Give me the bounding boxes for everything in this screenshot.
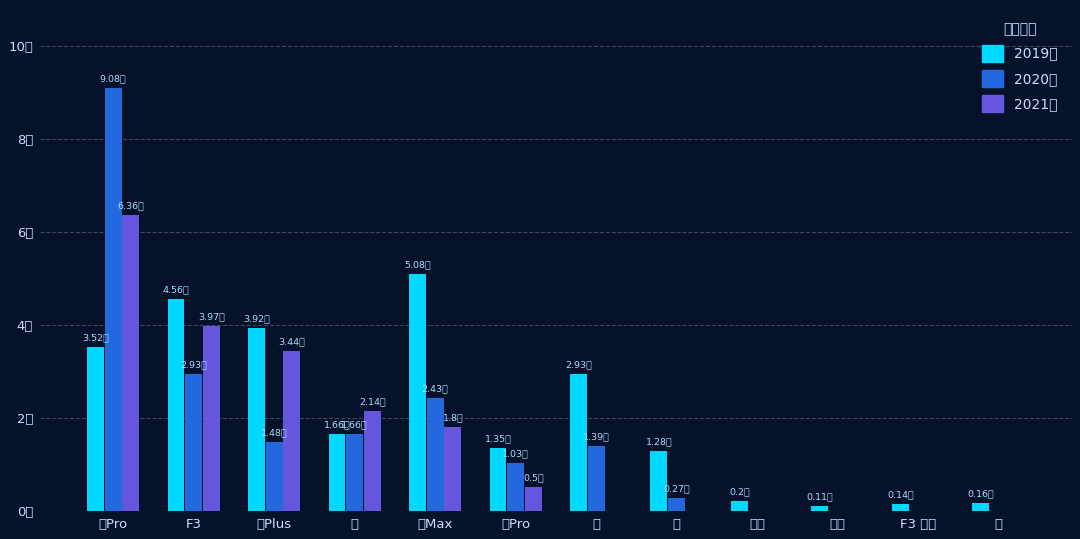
Text: 3.97万: 3.97万 (198, 313, 225, 321)
Bar (266, 442, 283, 511)
Bar (525, 487, 542, 511)
Text: 0.11万: 0.11万 (807, 492, 834, 501)
Bar (570, 375, 586, 511)
Text: 1.66万: 1.66万 (324, 420, 350, 429)
Text: 2.14万: 2.14万 (359, 398, 386, 406)
Text: 1.28万: 1.28万 (646, 438, 673, 446)
Text: 2.93万: 2.93万 (565, 361, 592, 370)
Text: 3.52万: 3.52万 (82, 333, 109, 342)
Bar (427, 398, 444, 511)
Text: 4.56万: 4.56万 (163, 285, 189, 294)
Bar (347, 433, 363, 511)
Text: 0.2万: 0.2万 (729, 488, 750, 497)
Bar (445, 427, 461, 511)
Text: 1.8万: 1.8万 (443, 413, 463, 423)
Bar (283, 351, 300, 511)
Bar (364, 411, 381, 511)
Bar (731, 501, 747, 511)
Bar (186, 375, 202, 511)
Text: 9.08万: 9.08万 (99, 75, 126, 84)
Text: 6.36万: 6.36万 (118, 201, 145, 210)
Text: 1.48万: 1.48万 (260, 428, 287, 437)
Text: 1.39万: 1.39万 (583, 432, 609, 441)
Bar (167, 299, 185, 511)
Text: 1.35万: 1.35万 (485, 434, 512, 443)
Text: 1.03万: 1.03万 (502, 449, 529, 458)
Bar (650, 451, 667, 511)
Bar (972, 503, 989, 511)
Text: 3.44万: 3.44万 (279, 337, 306, 346)
Text: 1.66万: 1.66万 (341, 420, 368, 429)
Bar (87, 347, 104, 511)
Bar (409, 274, 426, 511)
Text: 2.43万: 2.43万 (421, 384, 448, 393)
Text: 0.27万: 0.27万 (663, 485, 690, 494)
Bar (892, 504, 909, 511)
Text: 3.92万: 3.92万 (243, 315, 270, 324)
Text: 0.5万: 0.5万 (523, 474, 543, 483)
Bar (328, 433, 346, 511)
Legend: 2019年, 2020年, 2021年: 2019年, 2020年, 2021年 (975, 15, 1065, 119)
Bar (203, 326, 220, 511)
Text: 0.16万: 0.16万 (968, 489, 995, 499)
Bar (489, 448, 507, 511)
Bar (508, 463, 524, 511)
Bar (669, 498, 685, 511)
Bar (105, 88, 122, 511)
Bar (811, 506, 828, 511)
Text: 2.93万: 2.93万 (180, 361, 207, 370)
Bar (122, 215, 139, 511)
Bar (588, 446, 605, 511)
Bar (248, 328, 265, 511)
Text: 5.08万: 5.08万 (404, 261, 431, 270)
Text: 0.14万: 0.14万 (887, 490, 914, 500)
